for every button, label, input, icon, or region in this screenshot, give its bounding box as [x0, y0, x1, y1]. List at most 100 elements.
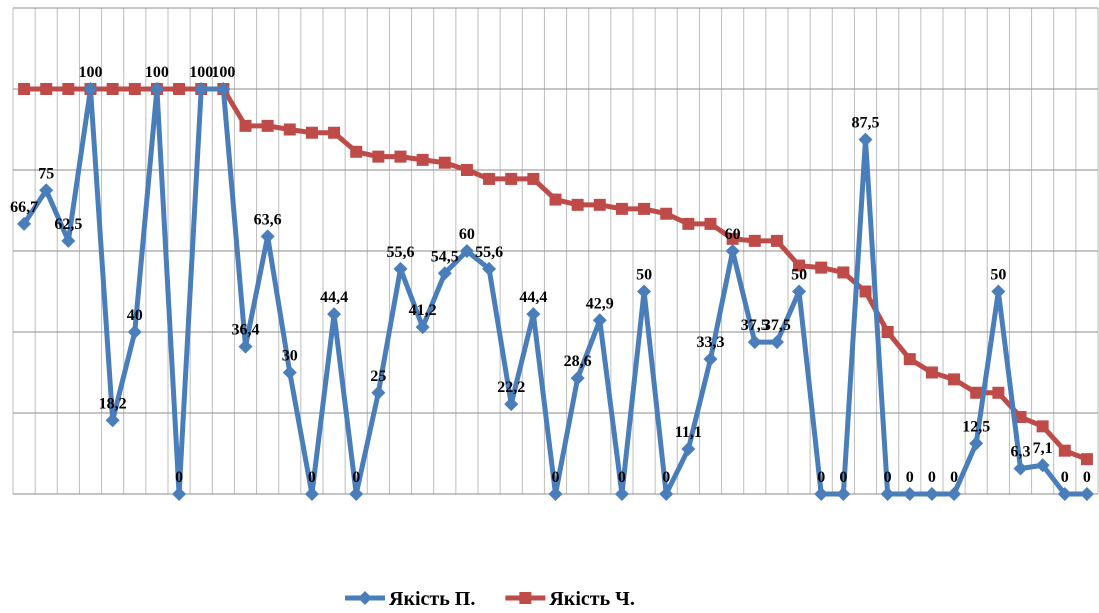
point	[769, 335, 784, 350]
point	[615, 202, 628, 215]
point	[725, 244, 740, 258]
point	[304, 487, 319, 501]
data-label: 0	[308, 469, 316, 486]
data-label: 100	[79, 64, 103, 81]
point	[948, 373, 961, 386]
data-label: 0	[884, 469, 892, 486]
point	[969, 436, 984, 451]
data-label: 0	[906, 469, 914, 486]
point	[593, 198, 606, 211]
point	[415, 320, 430, 335]
data-label: 60	[725, 226, 741, 243]
point	[438, 156, 451, 169]
point	[704, 217, 717, 230]
point	[1035, 458, 1050, 473]
point	[726, 232, 739, 245]
point	[748, 234, 761, 247]
data-label: 100	[211, 64, 235, 81]
data-label: 18,2	[99, 395, 127, 412]
point	[682, 217, 695, 230]
data-label: 6,3	[1011, 443, 1031, 460]
point	[858, 132, 873, 147]
data-label: 33,3	[697, 334, 725, 351]
data-label: 0	[552, 469, 560, 486]
data-label: 50	[990, 267, 1006, 284]
point	[836, 487, 851, 501]
point	[61, 233, 76, 248]
data-label: 30	[282, 348, 298, 365]
point	[747, 335, 762, 350]
data-label: 0	[817, 469, 825, 486]
point	[570, 371, 585, 386]
data-label: 55,6	[475, 244, 503, 261]
data-label: 100	[145, 64, 169, 81]
point	[814, 487, 829, 501]
point	[1080, 453, 1093, 466]
data-label: 66,7	[10, 199, 38, 216]
data-label: 40	[127, 307, 143, 324]
point	[903, 353, 916, 366]
point	[992, 386, 1005, 399]
data-label: 37,5	[741, 317, 769, 334]
point	[459, 244, 474, 258]
data-label: 42,9	[586, 295, 614, 312]
point	[526, 307, 541, 322]
point	[881, 326, 894, 338]
point	[947, 487, 962, 501]
point	[659, 487, 674, 501]
data-label: 0	[175, 469, 183, 486]
data-label: 28,6	[564, 353, 592, 370]
point	[282, 365, 297, 380]
point	[925, 366, 938, 379]
data-label: 0	[839, 469, 847, 486]
point	[637, 284, 652, 299]
data-label: 36,4	[232, 322, 260, 339]
point	[1058, 444, 1071, 457]
point	[172, 487, 187, 501]
data-label: 37,5	[763, 317, 791, 334]
data-label: 50	[636, 267, 652, 284]
point	[105, 413, 120, 428]
point	[548, 487, 563, 501]
point	[393, 261, 408, 276]
data-label: 60	[459, 226, 475, 243]
point	[327, 307, 342, 322]
point	[437, 266, 452, 281]
data-label: 0	[950, 469, 958, 486]
point	[394, 150, 407, 163]
point	[815, 261, 828, 274]
point	[39, 183, 54, 198]
point	[239, 119, 252, 132]
data-label: 100	[189, 64, 213, 81]
data-label: 0	[618, 469, 626, 486]
legend-label: Якість П.	[389, 588, 475, 610]
point	[792, 284, 807, 299]
point	[372, 150, 385, 163]
point	[128, 83, 141, 95]
point	[1014, 411, 1027, 424]
point	[305, 126, 318, 139]
point	[483, 172, 496, 185]
data-label: 0	[662, 469, 670, 486]
point	[371, 385, 386, 400]
point	[17, 216, 32, 231]
data-label: 7,1	[1033, 440, 1053, 457]
point	[519, 592, 532, 604]
point	[991, 284, 1006, 299]
point	[1036, 420, 1049, 433]
point	[416, 153, 429, 166]
point	[770, 234, 783, 247]
data-label: 0	[928, 469, 936, 486]
point	[18, 83, 31, 95]
data-label: 0	[1061, 469, 1069, 486]
point	[106, 83, 119, 95]
point	[527, 172, 540, 185]
point	[260, 229, 275, 244]
point	[173, 83, 186, 95]
point	[614, 487, 629, 501]
point	[83, 82, 98, 96]
point	[1057, 487, 1072, 501]
data-label: 0	[1083, 469, 1091, 486]
point	[283, 123, 296, 136]
